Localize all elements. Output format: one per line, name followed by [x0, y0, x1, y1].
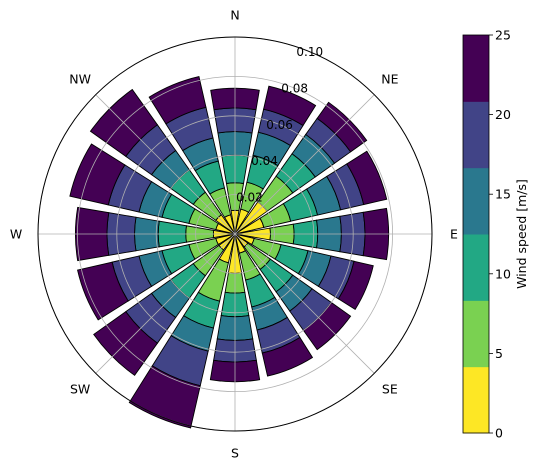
- radial-tick-1: 0.04: [251, 154, 278, 168]
- radial-tick-4: 0.10: [296, 45, 323, 59]
- direction-label-s: S: [231, 446, 239, 461]
- bar-dir7-bin5: [261, 336, 314, 377]
- bar-dir15-bin5: [148, 76, 207, 125]
- colorbar-tick-label-2: 10: [495, 266, 511, 281]
- direction-labels: N NE E SE S SW W NW: [10, 8, 458, 461]
- direction-label-sw: SW: [70, 381, 90, 396]
- colorbar-tick-label-5: 25: [495, 28, 511, 43]
- radial-tick-3: 0.08: [281, 81, 308, 95]
- polar-grid: [37, 36, 433, 432]
- grid-spoke-7: [95, 94, 236, 235]
- grid-spoke-3: [234, 233, 375, 374]
- colorbar-tick-label-3: 15: [495, 187, 511, 202]
- grid-spoke-1: [234, 94, 375, 235]
- direction-label-w: W: [10, 227, 22, 242]
- direction-label-e: E: [450, 227, 458, 242]
- direction-label-nw: NW: [69, 72, 91, 87]
- colorbar-band-4: [463, 101, 489, 169]
- colorbar-tick-label-4: 20: [495, 107, 511, 122]
- direction-label-se: SE: [382, 381, 398, 396]
- bar-dir11-bin5: [77, 261, 129, 321]
- radial-tick-labels: 0.02 0.04 0.06 0.08 0.10: [236, 45, 323, 205]
- bar-dir1-bin5: [263, 85, 317, 127]
- direction-label-n: N: [230, 8, 239, 23]
- colorbar: 0 5 10 15 20 25 Wind speed [m/s]: [462, 28, 529, 441]
- colorbar-tick-label-0: 0: [495, 426, 503, 441]
- radial-tick-0: 0.02: [236, 191, 263, 205]
- colorbar-band-1: [463, 300, 489, 368]
- polar-frame: [37, 36, 433, 432]
- colorbar-tick-label-1: 5: [495, 346, 503, 361]
- colorbar-frame: [462, 34, 490, 434]
- grid-spoke-5: [95, 233, 236, 374]
- colorbar-label: Wind speed [m/s]: [514, 179, 529, 289]
- bar-dir5-bin5: [337, 260, 374, 310]
- colorbar-band-5: [463, 35, 489, 102]
- bar-dir9-bin5: [128, 365, 201, 429]
- radial-tick-2: 0.06: [266, 118, 293, 132]
- direction-label-ne: NE: [381, 72, 398, 87]
- bar-dir3-bin5: [346, 150, 388, 206]
- colorbar-band-2: [463, 234, 489, 301]
- colorbar-band-0: [463, 366, 489, 434]
- colorbar-band-3: [463, 167, 489, 235]
